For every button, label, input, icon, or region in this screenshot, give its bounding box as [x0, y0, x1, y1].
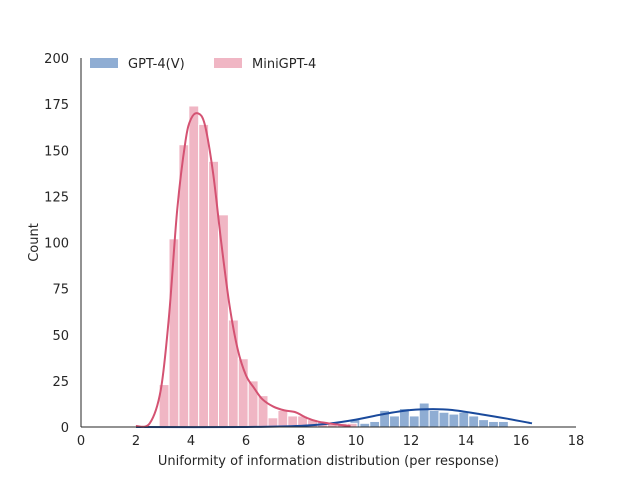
bar-minigpt4 — [198, 123, 210, 428]
x-tick-label: 16 — [513, 434, 530, 449]
bar-gpt4v — [369, 420, 381, 428]
bar-gpt4v — [389, 415, 400, 428]
bar-gpt4v — [458, 411, 470, 428]
x-tick-label: 4 — [187, 434, 195, 449]
bar-gpt4v — [488, 420, 499, 428]
x-axis-label: Uniformity of information distribution (… — [158, 454, 499, 469]
legend-label-minigpt4: MiniGPT-4 — [252, 57, 316, 72]
bar-gpt4v — [438, 411, 450, 428]
bar-gpt4v — [448, 413, 460, 428]
legend: GPT-4(V) MiniGPT-4 — [90, 57, 316, 72]
y-tick-label: 25 — [52, 375, 69, 390]
bar-minigpt4 — [277, 409, 289, 428]
y-tick-label: 100 — [44, 237, 69, 252]
y-tick-label: 75 — [52, 283, 69, 298]
bar-gpt4v — [428, 409, 440, 428]
legend-swatch-gpt4v — [90, 58, 118, 68]
bar-minigpt4 — [218, 214, 229, 428]
x-tick-label: 18 — [568, 434, 585, 449]
x-tick-label: 14 — [458, 434, 475, 449]
x-tick-label: 2 — [132, 434, 140, 449]
x-tick-label: 6 — [242, 434, 250, 449]
bar-gpt4v — [497, 420, 509, 428]
x-tick-label: 10 — [348, 434, 365, 449]
bar-gpt4v — [418, 402, 430, 428]
y-axis-label: Count — [27, 223, 42, 262]
kde-line-gpt4v — [135, 408, 533, 429]
y-tick-label: 200 — [44, 52, 69, 67]
y-tick-label: 150 — [44, 144, 69, 159]
x-tick-label: 12 — [403, 434, 420, 449]
legend-swatch-minigpt4 — [214, 58, 242, 68]
y-tick-label: 0 — [61, 421, 69, 436]
x-ticks: 0 2 4 6 8 10 12 14 16 18 — [77, 434, 584, 449]
bar-minigpt4 — [227, 319, 239, 428]
bars-layer — [158, 105, 509, 428]
legend-label-gpt4v: GPT-4(V) — [128, 57, 185, 72]
y-tick-label: 125 — [44, 190, 69, 205]
y-ticks: 0 25 50 75 100 125 150 175 200 — [44, 52, 69, 436]
y-tick-label: 50 — [52, 329, 69, 344]
bar-gpt4v — [478, 419, 490, 428]
kde-layer — [135, 112, 533, 429]
bar-gpt4v — [468, 415, 480, 428]
bar-minigpt4 — [168, 238, 180, 428]
x-tick-label: 0 — [77, 434, 85, 449]
x-tick-label: 8 — [297, 434, 305, 449]
bar-minigpt4 — [188, 105, 200, 428]
bar-gpt4v — [408, 415, 420, 428]
y-tick-label: 175 — [44, 98, 69, 113]
bar-gpt4v — [359, 422, 371, 428]
kde-line-minigpt4 — [135, 112, 351, 428]
